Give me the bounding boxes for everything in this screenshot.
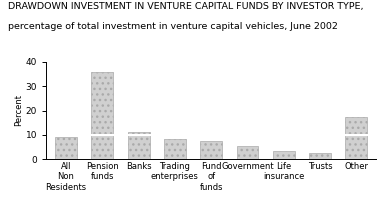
Bar xyxy=(164,139,186,159)
Bar xyxy=(237,146,258,159)
Text: DRAWDOWN INVESTMENT IN VENTURE CAPITAL FUNDS BY INVESTOR TYPE,: DRAWDOWN INVESTMENT IN VENTURE CAPITAL F… xyxy=(8,2,363,11)
Bar xyxy=(346,135,367,159)
Bar xyxy=(91,135,113,159)
Bar xyxy=(55,137,77,159)
Bar xyxy=(91,72,113,135)
Text: percentage of total investment in venture capital vehicles, June 2002: percentage of total investment in ventur… xyxy=(8,22,338,31)
Bar xyxy=(309,153,331,159)
Bar xyxy=(128,135,149,159)
Bar xyxy=(200,141,222,159)
Bar xyxy=(128,132,149,135)
Y-axis label: Percent: Percent xyxy=(14,95,23,126)
Bar xyxy=(273,151,295,159)
Bar xyxy=(346,116,367,135)
